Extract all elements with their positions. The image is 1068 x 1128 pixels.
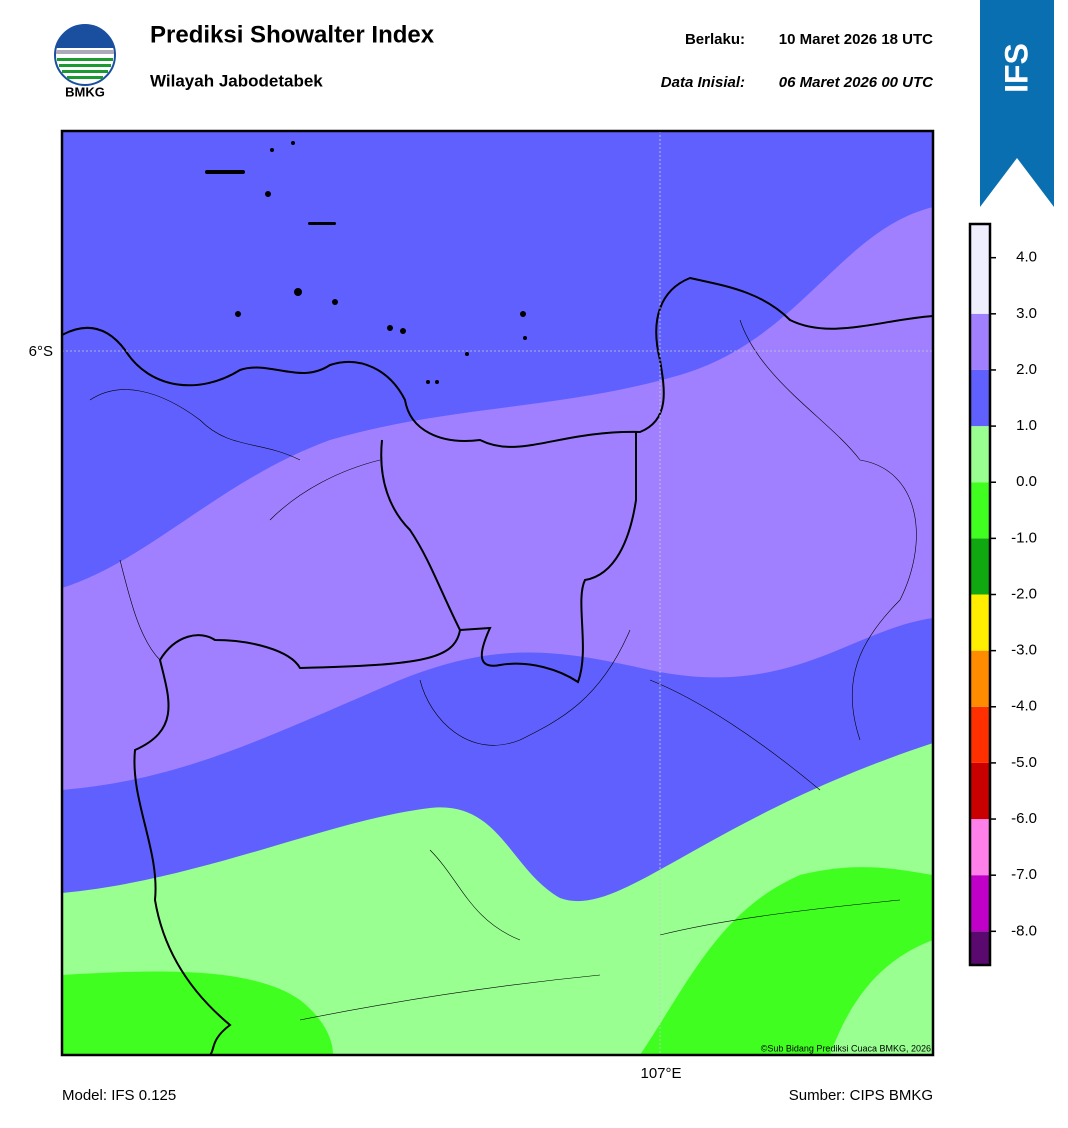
colorbar-label: 1.0 [1016, 417, 1037, 434]
credit: ©Sub Bidang Prediksi Cuaca BMKG, 2026 [761, 1043, 931, 1053]
model: Model: IFS 0.125 [62, 1087, 176, 1104]
colorbar-label: -3.0 [1011, 642, 1037, 659]
colorbar-label: 0.0 [1016, 473, 1037, 490]
logo [54, 24, 116, 86]
colorbar-label: -8.0 [1011, 922, 1037, 939]
badge [980, 0, 1054, 207]
title: Prediksi Showalter Index [150, 21, 435, 48]
map-field [62, 131, 933, 1055]
init-label: Data Inisial: [661, 74, 745, 91]
colorbar-band [970, 875, 990, 932]
lat-label: 6°S [29, 343, 53, 360]
valid-time: 10 Maret 2026 18 UTC [779, 31, 933, 48]
colorbar-label: -4.0 [1011, 698, 1037, 715]
colorbar-band [970, 224, 990, 314]
colorbar-band [970, 819, 990, 876]
colorbar-band [970, 426, 990, 483]
logo-text: BMKG [65, 84, 105, 99]
colorbar-label: -5.0 [1011, 754, 1037, 771]
colorbar-label: -6.0 [1011, 810, 1037, 827]
colorbar-band [970, 594, 990, 651]
init-time: 06 Maret 2026 00 UTC [779, 74, 934, 91]
colorbar-label: -1.0 [1011, 529, 1037, 546]
colorbar-band [970, 931, 990, 965]
colorbar-band [970, 538, 990, 595]
map-frame [60, 129, 935, 1057]
colorbar-label: 4.0 [1016, 249, 1037, 266]
badge-text: IFS [998, 43, 1034, 93]
valid-label: Berlaku: [685, 31, 745, 48]
colorbar-band [970, 369, 990, 427]
colorbar-band [970, 482, 990, 539]
colorbar-band [970, 313, 990, 370]
colorbar-band [970, 650, 990, 707]
colorbar-band [970, 762, 990, 820]
colorbar: 4.0 3.0 2.0 1.0 0.0 -1.0 -2.0 -3.0 -4.0 -5.0 -6.0 -… [968, 222, 1037, 967]
subtitle: Wilayah Jabodetabek [150, 71, 323, 90]
colorbar-label: -2.0 [1011, 585, 1037, 602]
lon-label: 107°E [640, 1065, 681, 1082]
colorbar-label: -7.0 [1011, 866, 1037, 883]
colorbar-band [970, 706, 990, 763]
colorbar-label: 3.0 [1016, 305, 1037, 322]
source: Sumber: CIPS BMKG [789, 1087, 933, 1104]
colorbar-label: 2.0 [1016, 361, 1037, 378]
